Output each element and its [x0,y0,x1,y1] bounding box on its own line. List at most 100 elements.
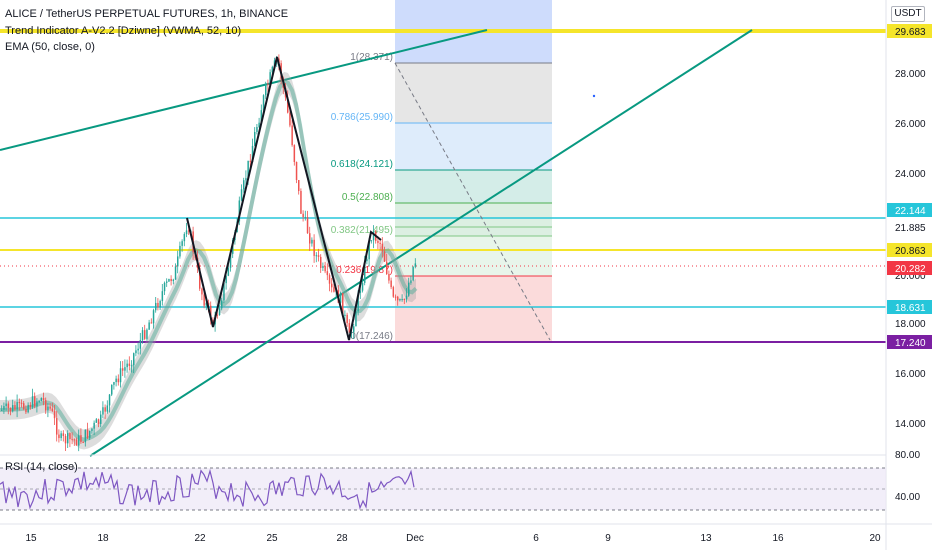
price-tick-label: 18.000 [895,319,926,330]
candle-body [245,178,247,181]
candle-body [269,72,271,85]
candle-body [56,418,58,435]
vwma-cloud [0,71,416,450]
price-badge[interactable]: 18.631 [887,300,932,314]
candle-body [108,394,111,406]
candle-body [315,255,318,257]
price-badge[interactable]: 17.240 [887,335,932,349]
candle-body [82,442,84,444]
candle-body [124,367,126,371]
candle-body [254,132,256,146]
candle-body [381,243,384,252]
currency-badge[interactable]: USDT [891,6,925,22]
rsi-line [0,468,415,510]
indicator-ema-label[interactable]: EMA (50, close, 0) [5,41,95,53]
svg-text:18.631: 18.631 [895,303,926,314]
candle-body [247,160,249,179]
time-label: 20 [869,533,881,544]
indicator-trend-label[interactable]: Trend Indicator A-V2.2 [Dziwne] (VWMA, 5… [5,25,242,37]
time-label: Dec [406,533,424,544]
price-badge[interactable]: 29.683 [887,24,932,38]
candle-body [128,363,131,366]
candle-body [1,409,3,411]
candle-body [210,305,212,321]
candle-body [403,299,406,301]
candle-body [344,314,346,316]
candle-body [51,408,54,412]
candle-body [25,408,27,413]
price-badge[interactable]: 20.863 [887,243,932,257]
candle-body [29,404,32,408]
candle-body [115,378,117,383]
candle-body [201,288,203,295]
fib-band-6 [395,276,552,342]
candle-body [100,414,102,424]
candle-body [331,283,333,288]
price-tick-label: 16.000 [895,369,926,380]
candle-body [111,384,113,395]
candle-body [47,406,49,411]
candle-body [137,348,139,351]
candle-body [368,241,370,260]
candle-body [7,403,10,408]
candle-body [199,267,201,289]
candle-body [34,396,36,407]
candle-body [397,296,399,301]
candle-body [49,406,51,409]
price-tick-label: 28.000 [895,69,926,80]
candle-body [346,314,348,324]
candle-body [265,83,267,96]
candle-body [300,190,302,214]
candle-body [161,291,164,302]
candle-body [177,256,179,267]
candle-body [5,403,7,407]
upper-trendline[interactable] [0,29,488,151]
candle-body [146,329,148,339]
harmonic-pattern-line[interactable] [186,56,382,341]
candle-body [383,251,386,262]
candle-body [27,404,29,413]
candle-body [309,233,311,244]
candle-body [16,402,18,410]
candle-body [58,434,60,439]
svg-text:20.282: 20.282 [895,264,926,275]
candle-body [40,398,43,401]
time-label: 18 [97,533,109,544]
candle-body [412,266,414,281]
candle-body [216,314,219,316]
candle-body [326,271,329,276]
candle-body [408,282,410,296]
candle-body [75,439,78,446]
lower-trendline[interactable] [89,29,753,457]
svg-text:17.240: 17.240 [895,338,926,349]
candle-body [256,127,258,133]
rsi-tick-label: 80.00 [895,450,920,461]
candle-body [390,280,392,288]
candle-body [53,411,56,419]
candle-body [298,179,300,191]
candle-body [313,239,315,256]
candle-body [67,433,69,444]
price-candles [1,54,417,452]
candle-body [38,400,40,402]
candle-body [414,263,417,267]
price-badge[interactable]: 20.282 [887,261,932,275]
rsi-label[interactable]: RSI (14, close) [5,461,78,473]
candle-body [69,433,71,440]
candle-body [106,405,109,412]
candle-body [377,240,379,243]
candle-body [64,436,67,444]
stray-marker [592,94,596,98]
candle-body [84,429,87,443]
candle-body [135,350,137,354]
candle-body [155,302,157,311]
candle-body [353,326,355,332]
trend-indicator-band [0,71,418,450]
time-label: 16 [772,533,784,544]
candle-body [399,299,401,301]
candle-body [113,382,115,385]
candle-body [306,217,309,234]
candle-body [141,330,144,341]
price-badge[interactable]: 22.144 [887,203,932,217]
